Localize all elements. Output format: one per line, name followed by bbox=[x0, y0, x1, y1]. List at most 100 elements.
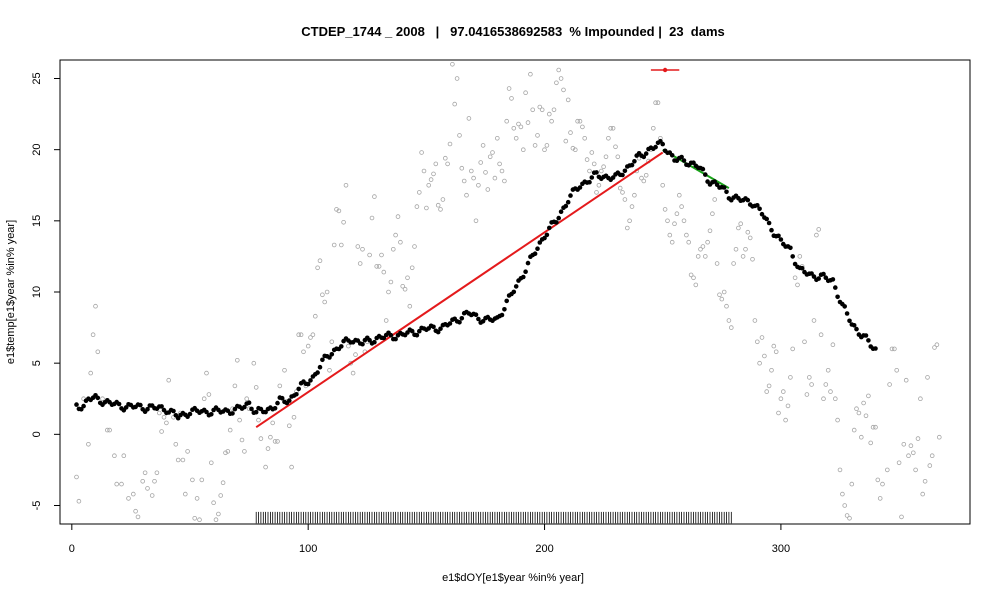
air-point bbox=[610, 126, 616, 131]
air-point bbox=[296, 332, 302, 338]
air-point bbox=[346, 343, 351, 349]
water-point bbox=[246, 400, 252, 406]
x-axis: 0 100 200 300 bbox=[69, 523, 790, 555]
air-point bbox=[206, 392, 212, 397]
air-point bbox=[752, 318, 758, 323]
air-point bbox=[126, 496, 131, 501]
air-point bbox=[357, 261, 363, 266]
air-point bbox=[253, 385, 259, 390]
air-point bbox=[776, 410, 781, 416]
air-point bbox=[561, 87, 566, 93]
water-point bbox=[863, 333, 869, 338]
air-point bbox=[338, 242, 344, 248]
air-point bbox=[492, 175, 498, 181]
air-point bbox=[405, 275, 410, 281]
air-point bbox=[792, 275, 798, 281]
water-point bbox=[712, 179, 717, 184]
air-point bbox=[532, 143, 538, 148]
water-point bbox=[556, 215, 561, 221]
water-point bbox=[116, 401, 122, 407]
air-point bbox=[74, 474, 79, 480]
air-point bbox=[700, 244, 706, 249]
water-point bbox=[242, 404, 247, 410]
air-point bbox=[710, 211, 715, 217]
air-point bbox=[702, 254, 708, 259]
air-point bbox=[258, 436, 264, 441]
air-point bbox=[376, 264, 382, 269]
air-point bbox=[528, 71, 533, 77]
water-point bbox=[653, 144, 658, 150]
water-point bbox=[279, 395, 285, 401]
air-point bbox=[724, 303, 729, 309]
air-point bbox=[653, 100, 658, 105]
water-point bbox=[79, 407, 84, 412]
air-point bbox=[520, 147, 526, 153]
air-point bbox=[877, 496, 883, 501]
air-point bbox=[861, 400, 866, 406]
air-point bbox=[620, 190, 625, 195]
air-point bbox=[166, 377, 172, 383]
air-point bbox=[549, 118, 554, 124]
air-point bbox=[360, 247, 365, 252]
air-point bbox=[518, 124, 524, 130]
air-point bbox=[516, 121, 521, 127]
air-point bbox=[714, 261, 720, 266]
air-point bbox=[873, 424, 878, 430]
air-point bbox=[218, 493, 224, 498]
air-point bbox=[447, 141, 453, 147]
air-point bbox=[499, 168, 505, 174]
water-point bbox=[511, 289, 517, 295]
air-point bbox=[105, 427, 110, 433]
air-point bbox=[494, 136, 500, 141]
air-point bbox=[681, 218, 687, 224]
air-point bbox=[135, 514, 141, 520]
water-point bbox=[272, 406, 278, 411]
water-point bbox=[230, 411, 235, 416]
air-point bbox=[220, 480, 226, 486]
water-point bbox=[544, 232, 550, 238]
air-point bbox=[705, 239, 710, 245]
air-point bbox=[565, 97, 571, 103]
air-point bbox=[672, 221, 677, 227]
air-point bbox=[745, 229, 751, 235]
water-point bbox=[145, 406, 150, 412]
air-point bbox=[747, 235, 753, 241]
water-point bbox=[95, 395, 101, 401]
water-point bbox=[622, 168, 628, 174]
air-point bbox=[738, 221, 743, 227]
air-point bbox=[695, 254, 701, 259]
air-point bbox=[676, 192, 682, 198]
water-point bbox=[681, 158, 687, 163]
air-point bbox=[88, 370, 93, 376]
air-point bbox=[835, 417, 840, 423]
air-point bbox=[899, 514, 904, 520]
air-point bbox=[629, 204, 635, 209]
air-point bbox=[412, 244, 417, 249]
air-point bbox=[433, 161, 439, 167]
water-point bbox=[587, 179, 592, 185]
air-point bbox=[336, 208, 342, 214]
air-point bbox=[601, 164, 606, 170]
air-point bbox=[428, 177, 434, 182]
air-point bbox=[740, 254, 746, 259]
air-point bbox=[442, 155, 448, 161]
y-tick-label: 10 bbox=[31, 286, 43, 298]
air-point bbox=[350, 370, 356, 376]
air-point bbox=[903, 377, 909, 383]
air-point bbox=[431, 171, 436, 177]
water-point bbox=[764, 216, 769, 222]
day-rug-marks bbox=[255, 511, 732, 524]
air-point bbox=[684, 232, 689, 238]
air-point bbox=[452, 101, 458, 107]
air-point bbox=[809, 382, 814, 387]
air-point bbox=[395, 214, 401, 219]
air-point bbox=[643, 173, 649, 178]
peak-marker bbox=[650, 67, 680, 73]
water-point bbox=[431, 324, 436, 330]
air-point bbox=[554, 80, 559, 86]
water-point bbox=[547, 225, 552, 231]
air-point bbox=[821, 396, 826, 402]
air-point bbox=[662, 207, 668, 212]
water-point bbox=[873, 346, 878, 351]
air-point bbox=[617, 185, 623, 191]
